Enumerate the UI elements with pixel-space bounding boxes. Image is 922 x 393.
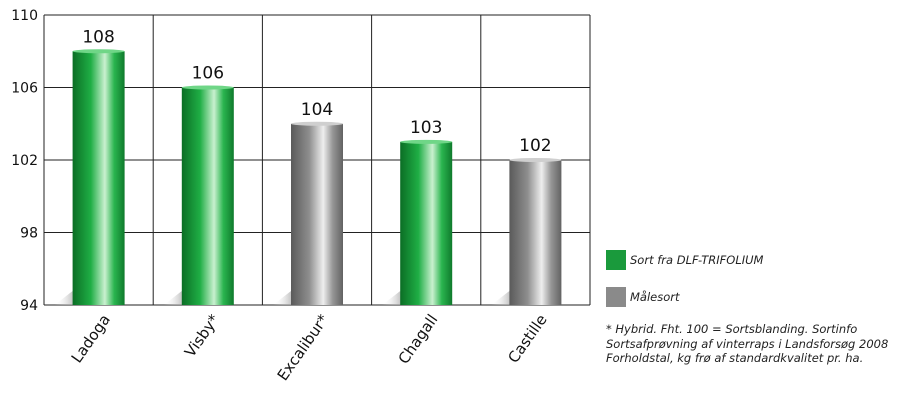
footnote-line: Forholdstal, kg frø af standardkvalitet … (606, 351, 864, 365)
bar-ladoga (72, 51, 125, 305)
bar-cap (400, 139, 453, 144)
legend-swatch-dlf (606, 250, 626, 270)
data-label: 108 (82, 27, 114, 47)
bar-shadow (382, 291, 405, 305)
footnote-line: Sortsafprøvning af vinterraps i Landsfor… (606, 336, 889, 351)
legend-item-maal: Målesort (606, 287, 680, 307)
bar-chart: 94 98 102 106 110 108 Ladoga 106 Visby* 104 Excali… (11, 8, 591, 384)
footnote-line: * Hybrid. Fht. 100 = Sortsblanding. Sort… (606, 322, 858, 336)
bar-shadow (491, 291, 514, 305)
bar-cap (72, 49, 125, 54)
y-tick-label: 94 (20, 298, 38, 314)
bar-chagall (400, 141, 453, 305)
bar-shadow (163, 291, 186, 305)
bar-cap (291, 121, 343, 126)
legend-label-maal: Målesort (630, 290, 680, 304)
bar-castille (509, 160, 562, 305)
bar-cap (181, 85, 234, 90)
data-label: 102 (519, 136, 551, 156)
data-label: 103 (410, 118, 442, 138)
bar-visby (181, 87, 234, 305)
data-label: 106 (192, 64, 224, 84)
footnote: * Hybrid. Fht. 100 = Sortsblanding. Sort… (606, 322, 916, 366)
x-tick-label: Ladoga (68, 311, 114, 366)
x-tick-label: Visby* (181, 311, 223, 361)
bar-excalibur (291, 123, 343, 305)
y-tick-label: 98 (20, 226, 38, 242)
legend-swatch-maal (606, 287, 626, 307)
x-tick-label: Castille (504, 311, 550, 366)
bar-shadow (273, 291, 295, 305)
x-tick-label: Chagall (394, 311, 441, 367)
bar-shadow (54, 291, 77, 305)
grid (43, 14, 591, 306)
y-tick-label: 102 (11, 153, 38, 169)
data-label: 104 (301, 100, 333, 120)
bars (54, 49, 562, 305)
y-tick-label: 110 (11, 8, 38, 24)
y-tick-label: 106 (11, 81, 38, 97)
x-tick-label: Excalibur* (274, 311, 333, 384)
legend-label-dlf: Sort fra DLF-TRIFOLIUM (630, 253, 764, 267)
legend-item-dlf: Sort fra DLF-TRIFOLIUM (606, 250, 763, 270)
bar-cap (509, 158, 562, 162)
